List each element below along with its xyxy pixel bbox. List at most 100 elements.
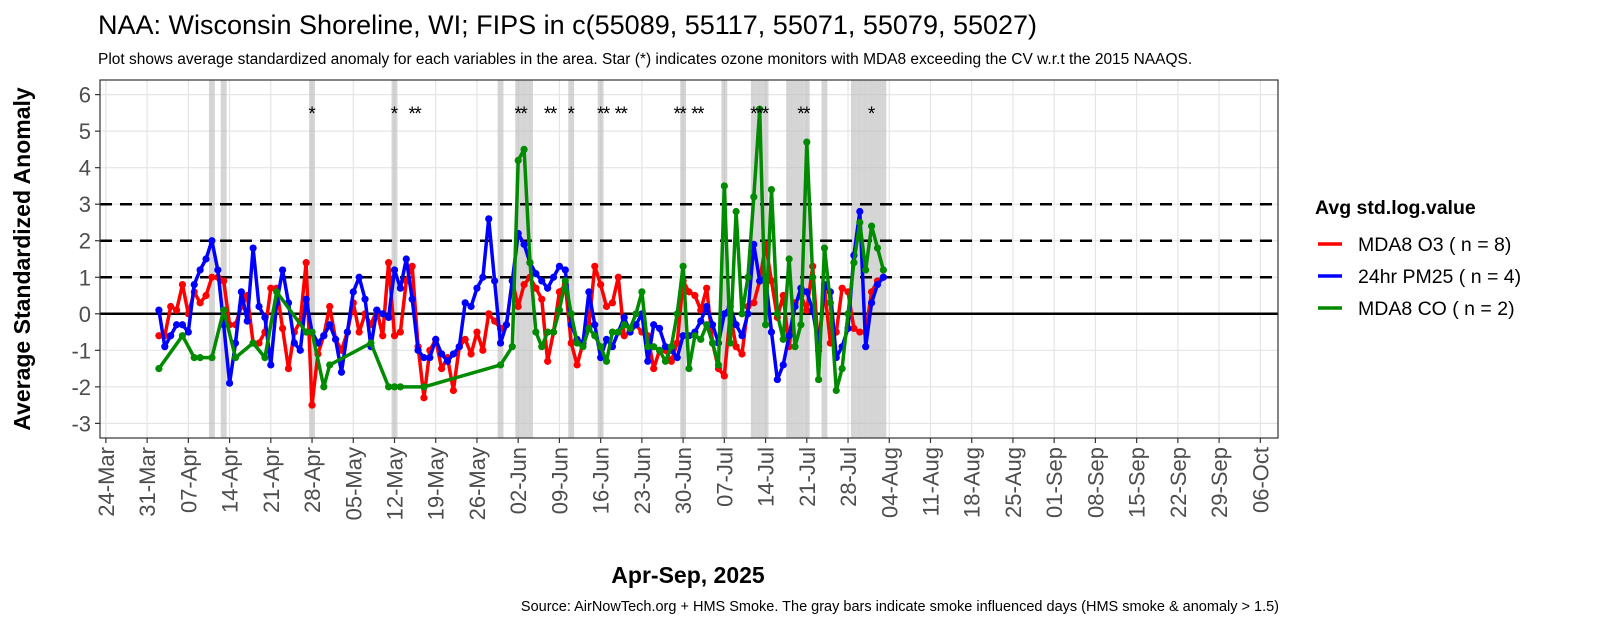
smoke-bar <box>762 80 769 438</box>
x-tick-label: 02-Jun <box>506 447 531 514</box>
data-point <box>761 321 770 329</box>
x-tick-label: 14-Apr <box>218 447 243 513</box>
data-point <box>414 346 422 354</box>
data-point <box>602 335 611 343</box>
data-point <box>608 328 617 336</box>
data-point <box>385 383 393 391</box>
data-point <box>202 291 210 300</box>
data-point <box>856 328 864 336</box>
data-point <box>767 185 776 194</box>
data-point <box>208 273 216 281</box>
data-point <box>661 357 670 365</box>
x-tick-label: 26-May <box>465 447 490 520</box>
data-point <box>597 280 605 289</box>
x-axis-label: Apr-Sep, 2025 <box>611 562 765 588</box>
smoke-bar <box>391 80 398 438</box>
data-point <box>803 138 811 146</box>
data-point <box>326 302 334 311</box>
data-point <box>608 299 617 307</box>
exceedance-star: * <box>803 104 811 125</box>
data-point <box>214 266 222 274</box>
y-tick-label: -1 <box>71 338 91 363</box>
data-point <box>461 335 469 343</box>
x-tick-label: 28-Jul <box>836 447 861 507</box>
data-point <box>461 299 469 307</box>
data-point <box>249 244 257 252</box>
data-point <box>491 317 499 325</box>
data-point <box>756 277 764 285</box>
smoke-bar <box>309 80 315 438</box>
data-point <box>809 273 817 281</box>
data-point <box>220 306 228 314</box>
data-point <box>178 280 187 289</box>
data-point <box>555 306 564 314</box>
data-point <box>178 332 187 340</box>
data-point <box>626 324 634 333</box>
data-point <box>838 284 846 292</box>
data-point <box>308 328 316 336</box>
data-point <box>184 328 192 336</box>
x-tick-label: 01-Sep <box>1042 447 1067 518</box>
data-point <box>208 237 216 245</box>
data-point <box>532 328 540 336</box>
exceedance-star: * <box>750 104 758 125</box>
exceedance-star: * <box>597 104 605 125</box>
chart-subtitle: Plot shows average standardized anomaly … <box>98 51 1192 68</box>
smoke-bar <box>792 80 798 438</box>
data-point <box>261 313 269 322</box>
data-point <box>544 328 552 336</box>
smoke-bar <box>597 80 604 438</box>
exceedance-star: * <box>544 104 552 125</box>
data-point <box>220 277 228 285</box>
data-point <box>196 266 204 274</box>
data-point <box>655 324 664 333</box>
data-point <box>667 343 675 351</box>
data-point <box>579 343 587 351</box>
data-point <box>697 335 705 343</box>
data-point <box>455 343 463 351</box>
data-point <box>549 328 558 336</box>
data-point <box>703 302 711 311</box>
x-tick-label: 30-Jun <box>671 447 696 514</box>
y-tick-label: 4 <box>79 156 91 181</box>
data-point <box>385 313 393 322</box>
data-point <box>402 255 410 263</box>
data-point <box>538 343 546 351</box>
data-point <box>167 332 175 340</box>
y-axis-label: Average Standardized Anomaly <box>9 87 35 431</box>
smoke-bar <box>880 80 887 438</box>
legend-title: Avg std.log.value <box>1315 197 1476 219</box>
data-point <box>744 273 752 281</box>
x-tick-label: 07-Apr <box>176 447 201 513</box>
data-point <box>650 343 658 351</box>
data-point <box>703 321 711 329</box>
data-point <box>284 364 293 373</box>
data-point <box>538 295 546 303</box>
panel-border <box>99 79 1279 439</box>
data-point <box>178 321 187 329</box>
data-point <box>231 354 240 362</box>
data-point <box>797 321 805 329</box>
exceedance-star: * <box>868 104 876 125</box>
data-point <box>650 364 658 373</box>
data-point <box>379 332 387 340</box>
data-point <box>561 277 569 285</box>
caption: Source: AirNowTech.org + HMS Smoke. The … <box>521 599 1279 615</box>
data-point <box>862 343 870 351</box>
data-point <box>602 357 611 365</box>
data-point <box>326 321 334 329</box>
data-point <box>803 306 811 314</box>
data-point <box>620 321 628 329</box>
smoke-bar <box>721 80 728 438</box>
data-point <box>732 321 740 329</box>
data-point <box>561 266 569 274</box>
data-point <box>467 302 475 311</box>
series-line <box>157 107 886 393</box>
data-point <box>650 321 658 329</box>
data-point <box>420 383 428 391</box>
data-point <box>302 328 310 336</box>
data-point <box>814 375 823 384</box>
data-point <box>750 299 758 307</box>
data-point <box>591 262 599 270</box>
